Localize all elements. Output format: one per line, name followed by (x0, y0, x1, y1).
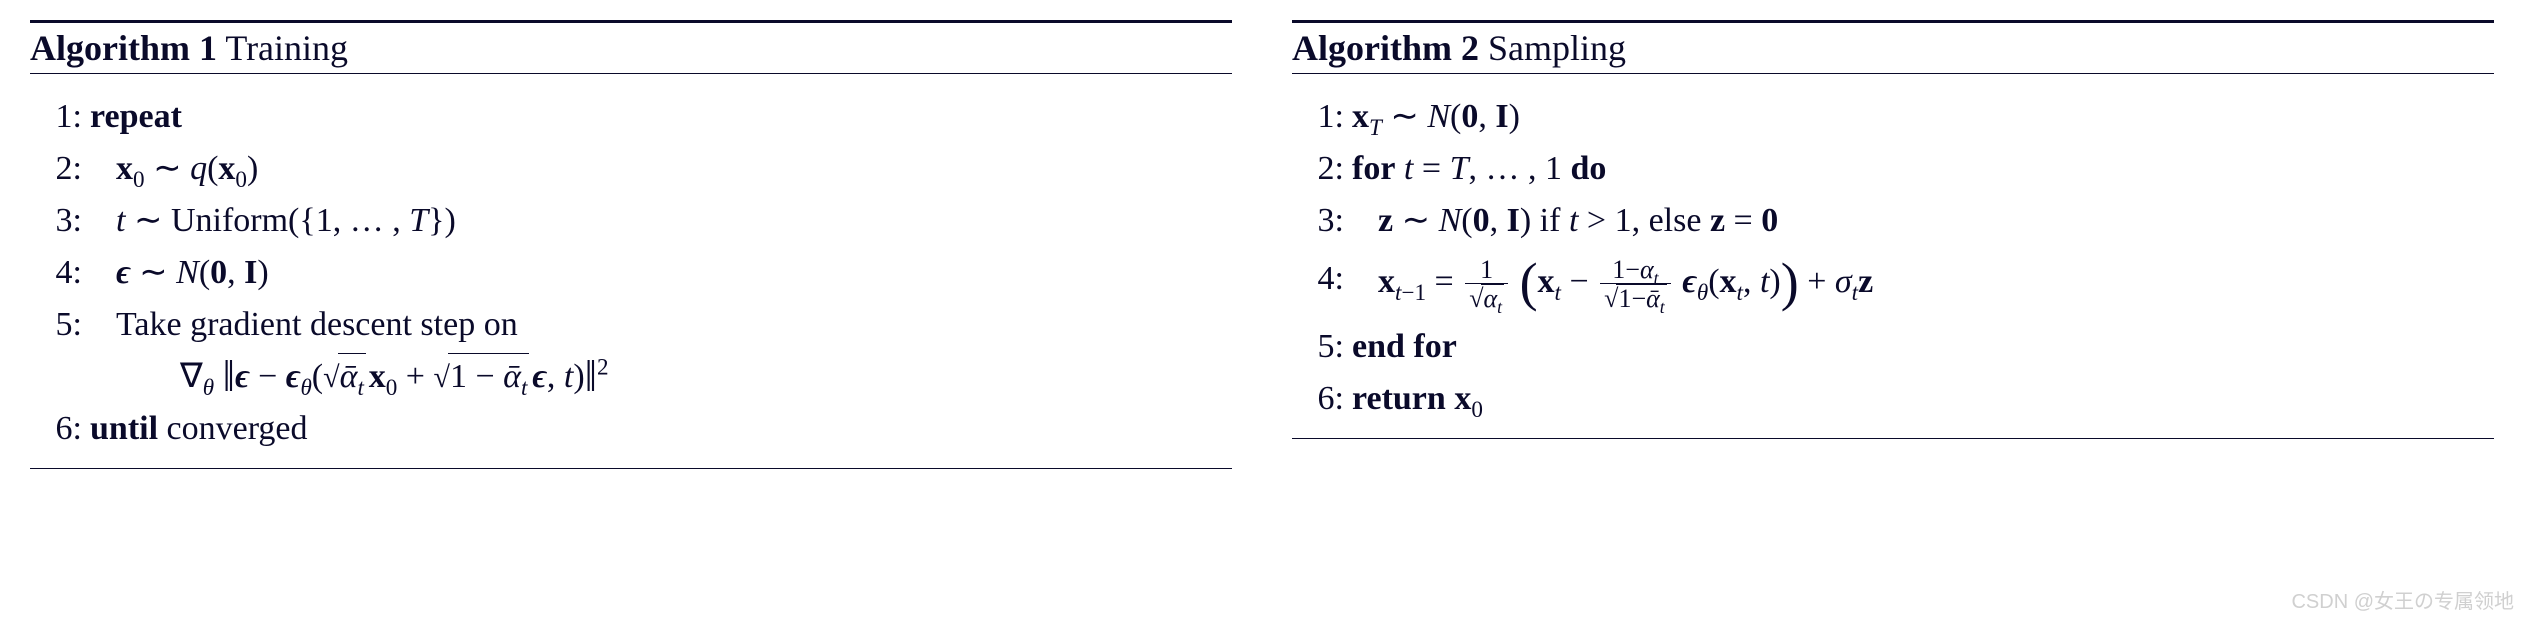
line-content: repeat (90, 94, 1232, 140)
algo1-name: Training (225, 28, 348, 68)
algo1-line-5b: ∇θ ‖ϵ − ϵθ(√ᾱt x0 + √1 − ᾱt ϵ, t)‖2 (30, 353, 1232, 400)
line-content: return x0 (1352, 376, 2494, 422)
line-content: x0 ∼ q(x0) (90, 146, 1232, 192)
algo2-line-6: 6: return x0 (1292, 376, 2494, 422)
algorithm-1: Algorithm 1 Training 1: repeat 2: x0 ∼ q… (30, 20, 1232, 469)
line-content: xt−1 = 1√αt (xt − 1−αt√1−ᾱt ϵθ(xt, t)) +… (1352, 256, 2494, 313)
algo1-line-3: 3: t ∼ Uniform({1, … , T}) (30, 198, 1232, 244)
algo2-body: 1: xT ∼ N(0, I) 2: for t = T, … , 1 do 3… (1292, 74, 2494, 439)
algo1-body: 1: repeat 2: x0 ∼ q(x0) 3: t ∼ Uniform({… (30, 74, 1232, 469)
line-number: 6: (1292, 376, 1352, 422)
algo2-line-5: 5: end for (1292, 324, 2494, 370)
algo2-line-3: 3: z ∼ N(0, I) if t > 1, else z = 0 (1292, 198, 2494, 244)
line-content: t ∼ Uniform({1, … , T}) (90, 198, 1232, 244)
algo1-title: Algorithm 1 Training (30, 20, 1232, 74)
line-content: z ∼ N(0, I) if t > 1, else z = 0 (1352, 198, 2494, 244)
line-number: 3: (30, 198, 90, 244)
algo2-title: Algorithm 2 Sampling (1292, 20, 2494, 74)
watermark: CSDN @女王の专属领地 (2291, 585, 2514, 614)
algo1-line-5: 5: Take gradient descent step on (30, 302, 1232, 348)
algo2-line-4: 4: xt−1 = 1√αt (xt − 1−αt√1−ᾱt ϵθ(xt, t)… (1292, 256, 2494, 313)
algo1-line-2: 2: x0 ∼ q(x0) (30, 146, 1232, 192)
line-content: until converged (90, 406, 1232, 452)
line-content: for t = T, … , 1 do (1352, 146, 2494, 192)
line-number: 2: (30, 146, 90, 192)
algo2-name: Sampling (1488, 28, 1626, 68)
line-number: 5: (1292, 324, 1352, 370)
line-content: end for (1352, 324, 2494, 370)
line-number: 4: (1292, 256, 1352, 302)
line-content: xT ∼ N(0, I) (1352, 94, 2494, 140)
algorithms-container: Algorithm 1 Training 1: repeat 2: x0 ∼ q… (30, 20, 2494, 469)
line-number: 4: (30, 250, 90, 296)
line-number: 6: (30, 406, 90, 452)
algo2-line-2: 2: for t = T, … , 1 do (1292, 146, 2494, 192)
line-number: 1: (1292, 94, 1352, 140)
algo2-number: Algorithm 2 (1292, 28, 1479, 68)
line-number: 2: (1292, 146, 1352, 192)
line-number: 1: (30, 94, 90, 140)
line-number: 5: (30, 302, 90, 348)
algo1-number: Algorithm 1 (30, 28, 217, 68)
line-number: 3: (1292, 198, 1352, 244)
algo1-line-6: 6: until converged (30, 406, 1232, 452)
algo1-line-1: 1: repeat (30, 94, 1232, 140)
algo1-line-4: 4: ϵ ∼ N(0, I) (30, 250, 1232, 296)
algorithm-2: Algorithm 2 Sampling 1: xT ∼ N(0, I) 2: … (1292, 20, 2494, 469)
algo2-line-1: 1: xT ∼ N(0, I) (1292, 94, 2494, 140)
line-content: Take gradient descent step on (90, 302, 1232, 348)
line-content: ∇θ ‖ϵ − ϵθ(√ᾱt x0 + √1 − ᾱt ϵ, t)‖2 (90, 353, 1232, 400)
line-content: ϵ ∼ N(0, I) (90, 250, 1232, 296)
